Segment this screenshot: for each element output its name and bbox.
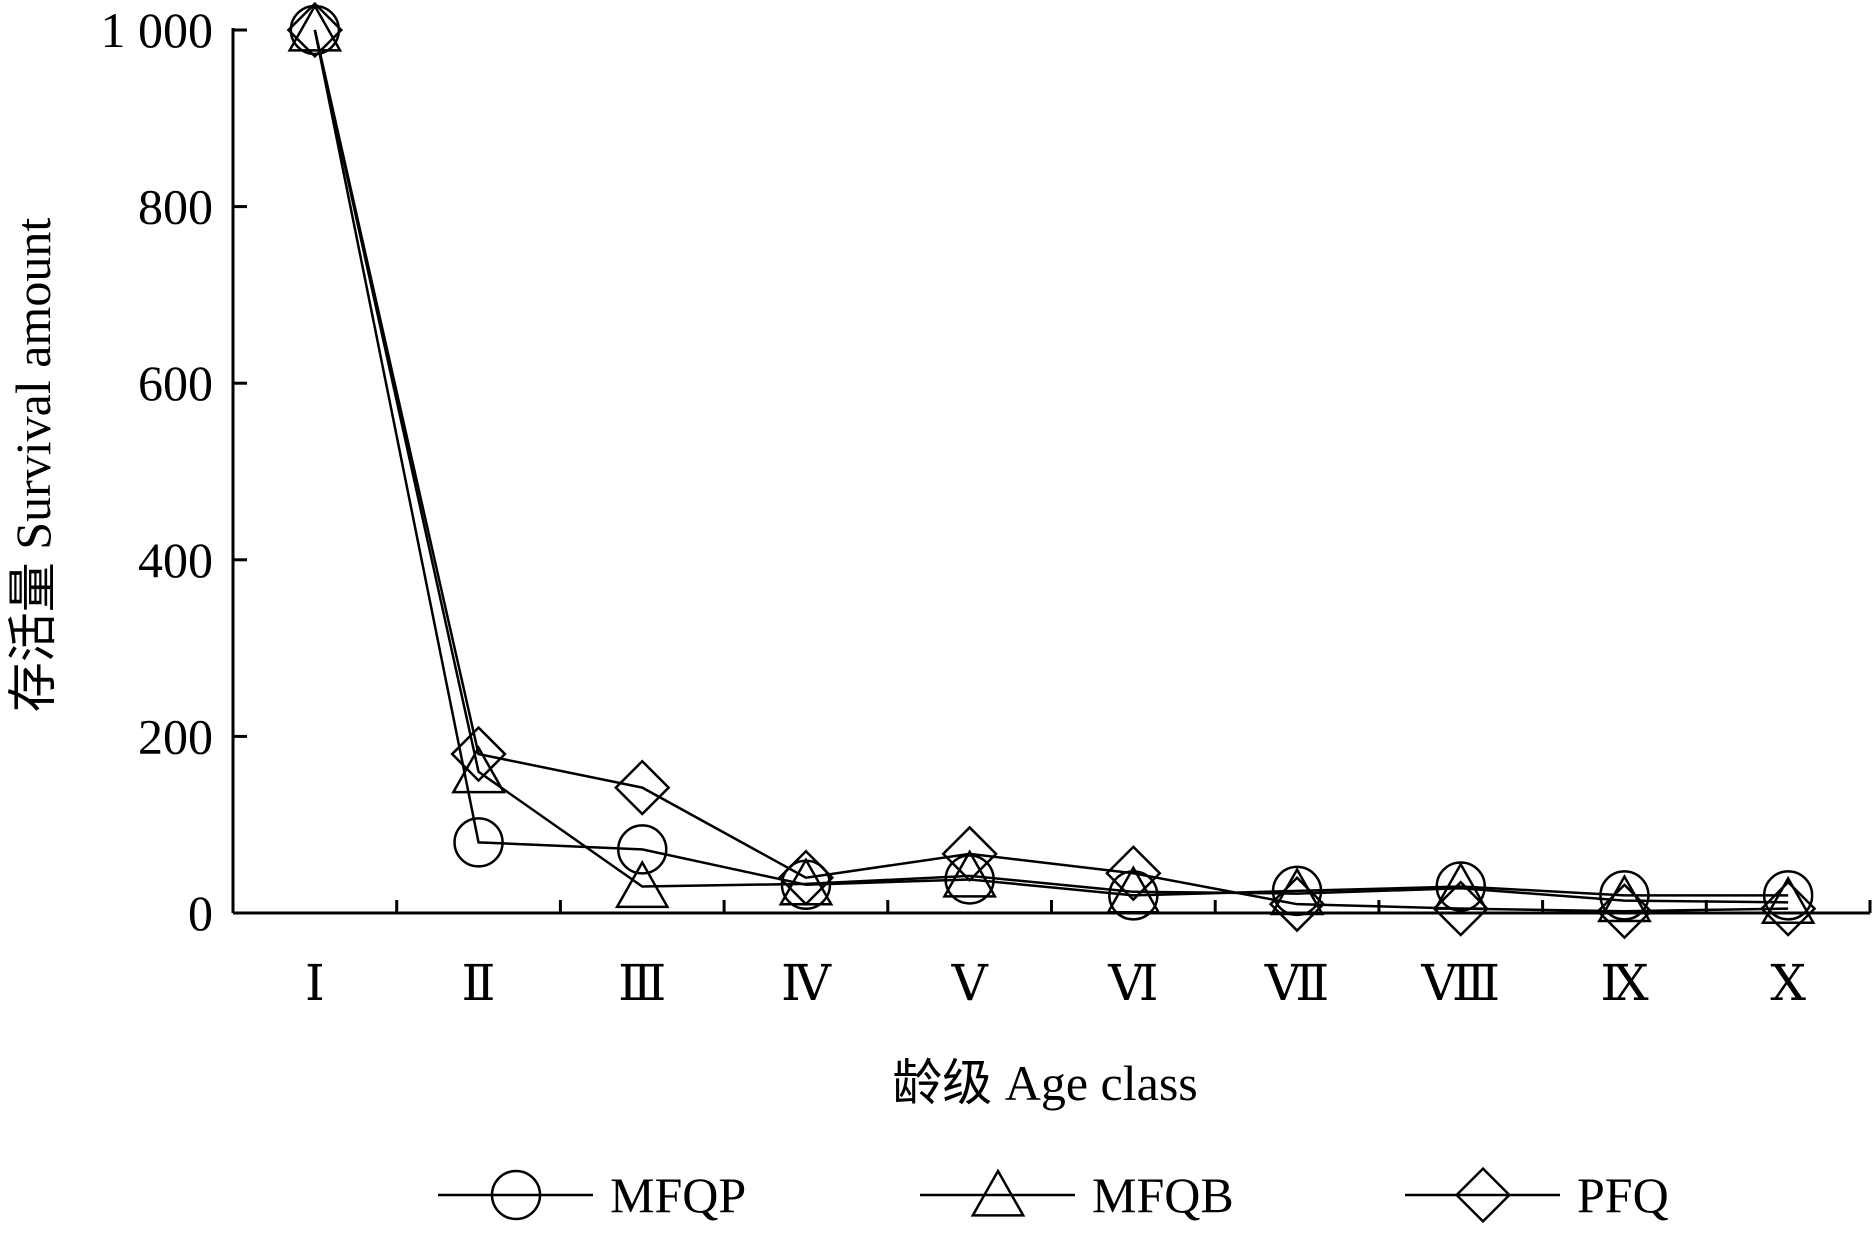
x-tick-label: Ⅲ (618, 955, 666, 1011)
x-tick-label: Ⅹ (1770, 955, 1806, 1011)
y-axis-title: 存活量 Survival amount (5, 218, 61, 713)
series-mfqp (289, 4, 1814, 921)
data-point-diamond (1268, 876, 1326, 933)
data-point-triangle (287, 3, 343, 52)
x-tick-label: Ⅶ (1264, 955, 1330, 1011)
data-point-triangle (1106, 865, 1161, 914)
data-point-circle (490, 1169, 542, 1221)
axes (231, 28, 1872, 915)
data-point-diamond (777, 849, 835, 906)
legend: MFQP MFQB PFQ (438, 1166, 1669, 1224)
data-point-diamond (1759, 880, 1817, 937)
legend-label: MFQB (1092, 1167, 1234, 1223)
data-point-diamond (1105, 845, 1162, 902)
data-point-triangle (970, 1168, 1026, 1217)
x-tick-label: Ⅴ (951, 955, 989, 1011)
x-tick-label: Ⅸ (1600, 955, 1648, 1011)
y-tick-label: 200 (138, 708, 213, 764)
data-point-diamond (1596, 883, 1653, 940)
y-tick-labels: 0 200 400 600 800 1 000 (101, 2, 214, 941)
series-pfq (286, 1, 1817, 940)
data-point-triangle (942, 849, 997, 898)
series-line (313, 29, 1789, 904)
data-point-circle (1599, 870, 1650, 921)
data-point-triangle (1760, 875, 1816, 925)
data-point-diamond (450, 725, 507, 783)
x-tick-label: Ⅷ (1420, 955, 1500, 1011)
series-line (313, 29, 1789, 913)
data-point-diamond (614, 759, 671, 816)
series-mfqb (287, 3, 1816, 925)
mfqp: MFQP (438, 1167, 746, 1223)
series-layer (286, 1, 1817, 940)
data-point-diamond (286, 1, 344, 59)
data-point-circle (453, 817, 504, 868)
data-point-triangle (451, 745, 506, 794)
x-tick-label: Ⅳ (781, 955, 832, 1011)
x-tick-labels: Ⅰ Ⅱ Ⅲ Ⅳ Ⅴ Ⅵ Ⅶ Ⅷ Ⅸ Ⅹ (305, 955, 1806, 1011)
legend-label: PFQ (1577, 1167, 1669, 1223)
legend-label: MFQP (610, 1167, 746, 1223)
y-tick-label: 0 (188, 885, 213, 941)
data-point-diamond (941, 825, 998, 883)
data-point-circle (617, 824, 668, 875)
y-tick-label: 400 (138, 532, 213, 588)
series-line (313, 29, 1789, 897)
data-point-circle (1762, 870, 1814, 921)
data-point-triangle (614, 859, 670, 909)
data-point-diamond (1432, 880, 1489, 937)
x-tick-label: Ⅱ (462, 955, 496, 1011)
y-tick-label: 800 (138, 179, 213, 235)
data-point-diamond (1454, 1166, 1512, 1224)
y-tick-label: 600 (138, 355, 213, 411)
x-axis-title: 龄级 Age class (892, 1055, 1198, 1111)
data-point-circle (1108, 870, 1159, 921)
y-tick-label: 1 000 (101, 2, 214, 58)
x-tick-label: Ⅰ (305, 955, 325, 1011)
x-tick-label: Ⅵ (1107, 955, 1158, 1011)
mfqb: MFQB (920, 1167, 1234, 1223)
pfq: PFQ (1405, 1166, 1669, 1224)
